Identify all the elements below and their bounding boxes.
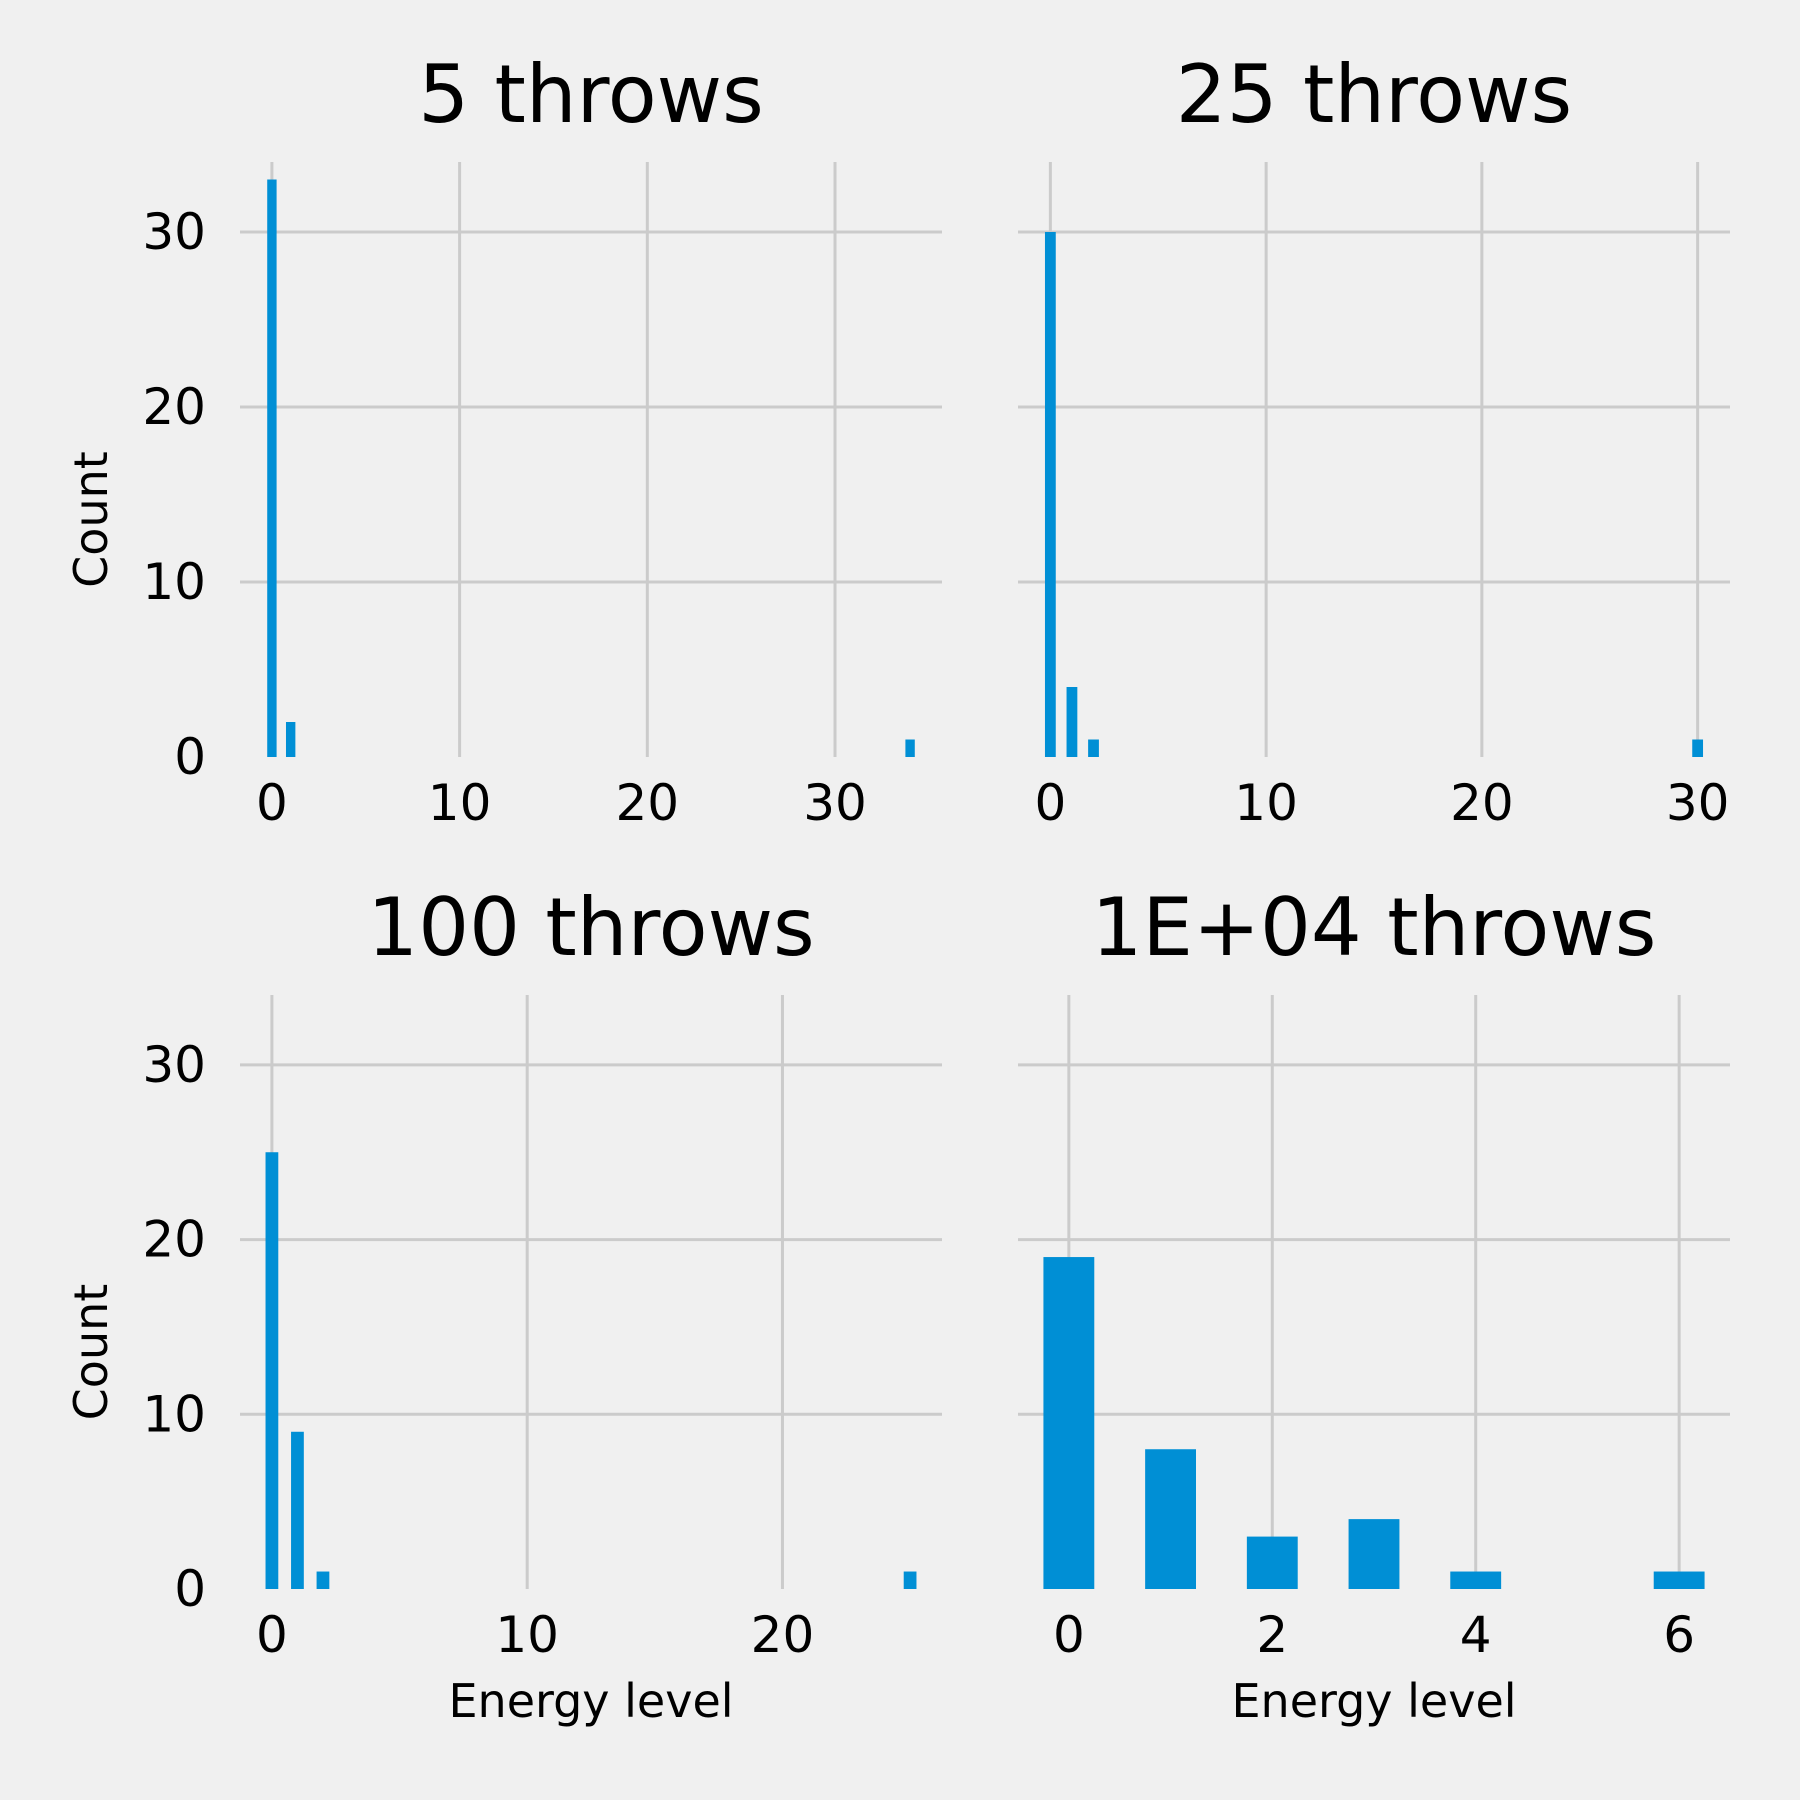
bar bbox=[285, 722, 296, 757]
y-tick-label: 0 bbox=[174, 1560, 206, 1618]
subplot-title: 5 throws bbox=[418, 48, 764, 141]
bar bbox=[1145, 1449, 1196, 1589]
subplot-1: 0 10 20 30 0 10 20 30 5 throws Count bbox=[64, 48, 942, 832]
subplot-4: 0 2 4 6 1E+04 throws Energy level bbox=[1018, 881, 1730, 1728]
subplot-3: 0 10 20 30 0 10 20 100 throws Energy level Count bbox=[64, 881, 942, 1728]
y-tick-label: 30 bbox=[142, 1036, 206, 1094]
subplot-title: 1E+04 throws bbox=[1092, 881, 1657, 974]
subplot-2: 0 10 20 30 25 throws bbox=[1018, 48, 1730, 832]
bar bbox=[903, 1571, 917, 1589]
x-tick-label: 30 bbox=[803, 774, 867, 832]
x-tick-label: 30 bbox=[1666, 774, 1730, 832]
x-tick-label: 10 bbox=[428, 774, 492, 832]
x-axis-label: Energy level bbox=[1231, 1674, 1516, 1728]
bar bbox=[1088, 739, 1099, 757]
subplot-title: 25 throws bbox=[1176, 48, 1572, 141]
x-tick-label: 0 bbox=[1053, 1606, 1085, 1664]
x-tick-label: 0 bbox=[256, 774, 288, 832]
y-axis-label: Count bbox=[64, 1284, 118, 1421]
bar bbox=[1450, 1571, 1502, 1589]
bar bbox=[291, 1431, 304, 1589]
bar bbox=[1066, 687, 1078, 757]
y-tick-label: 10 bbox=[142, 553, 206, 611]
y-tick-label: 30 bbox=[142, 203, 206, 261]
y-tick-label: 10 bbox=[142, 1385, 206, 1443]
bar bbox=[316, 1571, 330, 1589]
x-tick-label: 6 bbox=[1663, 1606, 1695, 1664]
subplot-title: 100 throws bbox=[367, 881, 814, 974]
x-tick-label: 10 bbox=[1234, 774, 1298, 832]
bar bbox=[267, 179, 277, 757]
y-tick-label: 20 bbox=[142, 1211, 206, 1269]
x-tick-label: 20 bbox=[1450, 774, 1514, 832]
y-axis-label: Count bbox=[64, 451, 118, 588]
bar bbox=[1246, 1536, 1298, 1589]
x-tick-label: 10 bbox=[495, 1606, 559, 1664]
bar bbox=[1653, 1571, 1705, 1589]
x-tick-label: 20 bbox=[615, 774, 679, 832]
x-axis-label: Energy level bbox=[448, 1674, 733, 1728]
x-tick-label: 2 bbox=[1256, 1606, 1288, 1664]
bar bbox=[265, 1152, 279, 1589]
bar bbox=[1043, 1257, 1095, 1589]
y-tick-label: 20 bbox=[142, 378, 206, 436]
x-tick-label: 20 bbox=[751, 1606, 815, 1664]
bar bbox=[1692, 739, 1704, 757]
x-tick-label: 0 bbox=[1034, 774, 1066, 832]
bar bbox=[1348, 1519, 1400, 1589]
x-tick-label: 4 bbox=[1460, 1606, 1492, 1664]
y-tick-label: 0 bbox=[174, 728, 206, 786]
bar bbox=[905, 739, 915, 757]
bar bbox=[1044, 232, 1056, 757]
x-tick-label: 0 bbox=[256, 1606, 288, 1664]
